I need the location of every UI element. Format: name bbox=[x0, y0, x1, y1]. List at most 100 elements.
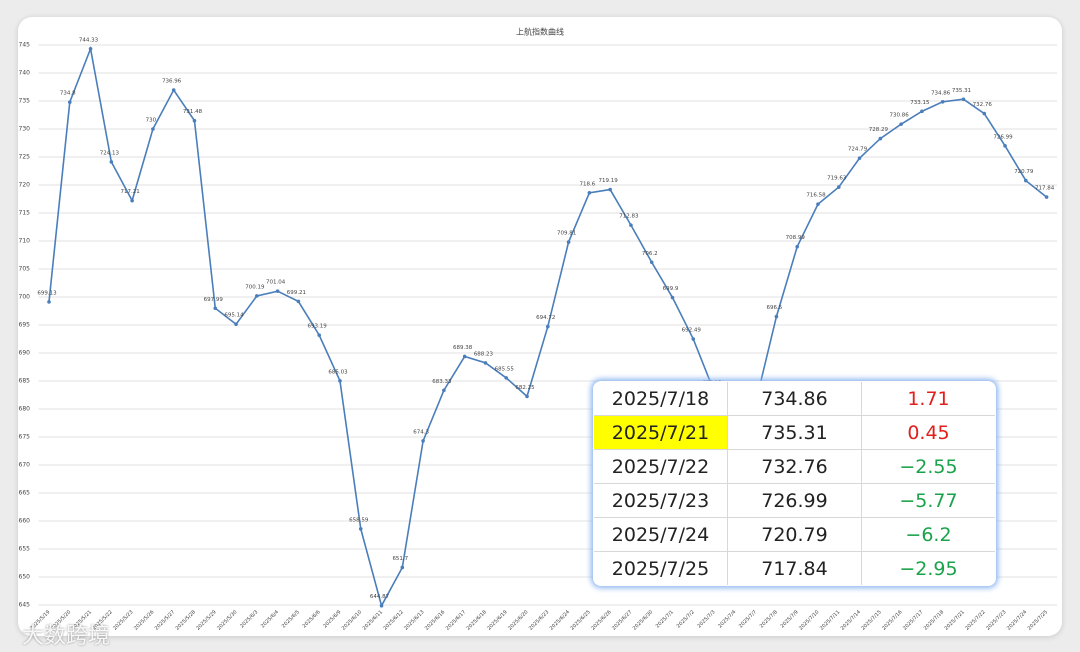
x-tick-label: 2025/7/15 bbox=[860, 609, 882, 631]
point bbox=[192, 118, 197, 123]
table-row: 2025/7/24 720.79 −6.2 bbox=[594, 517, 995, 552]
table-cell: 1.71 bbox=[861, 382, 995, 416]
y-tick-label: 735 bbox=[19, 98, 31, 105]
x-tick-label: 2025/6/19 bbox=[486, 609, 508, 631]
point bbox=[878, 136, 883, 141]
table-row: 2025/7/21 735.31 0.45 bbox=[594, 415, 995, 450]
point bbox=[982, 111, 987, 116]
data-label: 706.2 bbox=[642, 251, 658, 257]
table-cell: 720.79 bbox=[727, 517, 862, 552]
x-tick-label: 2025/7/22 bbox=[964, 609, 986, 631]
y-tick-label: 710 bbox=[19, 238, 31, 245]
data-label: 730.86 bbox=[889, 113, 909, 119]
y-tick-label: 690 bbox=[19, 350, 31, 357]
data-label: 724.79 bbox=[848, 147, 868, 153]
data-label: 694.72 bbox=[536, 315, 555, 321]
table-cell: −5.77 bbox=[861, 483, 995, 518]
x-tick-label: 2025/7/4 bbox=[717, 609, 737, 629]
y-tick-label: 670 bbox=[19, 462, 31, 469]
x-tick-label: 2025/5/23 bbox=[112, 609, 134, 631]
data-label: 651.7 bbox=[392, 556, 408, 562]
x-tick-label: 2025/6/13 bbox=[403, 609, 425, 631]
table-cell: −2.55 bbox=[861, 449, 995, 484]
point bbox=[836, 185, 841, 189]
x-tick-label: 2025/6/10 bbox=[341, 609, 363, 631]
table-cell: −6.2 bbox=[861, 517, 995, 552]
x-tick-label: 2025/6/27 bbox=[611, 609, 633, 631]
data-label: 689.38 bbox=[453, 345, 473, 351]
y-tick-label: 700 bbox=[19, 294, 31, 301]
data-label: 693.19 bbox=[308, 324, 328, 330]
data-label: 717.21 bbox=[121, 189, 140, 195]
x-tick-label: 2025/5/26 bbox=[133, 609, 155, 631]
table-cell: 732.76 bbox=[727, 449, 862, 484]
table-cell: 735.31 bbox=[727, 415, 862, 450]
data-label: 718.6 bbox=[579, 181, 595, 187]
x-tick-label: 2025/6/18 bbox=[466, 609, 488, 631]
point bbox=[629, 223, 633, 227]
point bbox=[857, 156, 862, 160]
y-tick-label: 730 bbox=[19, 126, 31, 133]
data-label: 674.3 bbox=[413, 429, 429, 435]
data-label: 699.13 bbox=[37, 290, 57, 296]
point bbox=[1024, 178, 1028, 183]
data-label: 682.25 bbox=[515, 385, 535, 391]
y-tick-label: 685 bbox=[19, 378, 31, 385]
x-tick-label: 2025/6/9 bbox=[322, 609, 342, 629]
y-tick-label: 680 bbox=[19, 406, 31, 413]
x-tick-label: 2025/7/9 bbox=[780, 609, 800, 629]
x-tick-label: 2025/7/2 bbox=[676, 609, 696, 629]
data-label: 685.55 bbox=[495, 366, 515, 372]
x-tick-label: 2025/5/30 bbox=[216, 609, 238, 631]
data-label: 730 bbox=[146, 118, 157, 124]
point bbox=[899, 122, 903, 126]
point bbox=[566, 240, 571, 244]
data-label: 701.04 bbox=[266, 280, 286, 286]
y-tick-label: 725 bbox=[19, 154, 31, 161]
data-label: 695.14 bbox=[224, 313, 244, 319]
table-cell: 2025/7/24 bbox=[594, 517, 728, 552]
table-cell: −2.95 bbox=[861, 551, 995, 585]
data-label: 728.29 bbox=[869, 127, 889, 133]
data-label: 734.86 bbox=[931, 90, 951, 96]
point bbox=[546, 324, 550, 329]
point bbox=[525, 394, 529, 399]
x-tick-label: 2025/7/18 bbox=[923, 609, 945, 631]
point bbox=[338, 379, 342, 383]
data-label: 719.19 bbox=[599, 178, 619, 184]
x-tick-label: 2025/7/21 bbox=[944, 609, 966, 631]
table-cell: 2025/7/25 bbox=[594, 551, 728, 585]
x-tick-label: 2025/7/24 bbox=[1006, 609, 1028, 631]
table-cell: 2025/7/21 bbox=[594, 415, 728, 450]
table-cell: 2025/7/23 bbox=[594, 483, 728, 518]
point bbox=[275, 289, 280, 293]
data-label: 744.33 bbox=[79, 37, 99, 43]
x-tick-label: 2025/5/28 bbox=[175, 609, 197, 631]
data-label: 733.15 bbox=[910, 100, 930, 106]
data-label: 699.9 bbox=[663, 286, 679, 292]
data-label: 697.99 bbox=[204, 297, 224, 303]
point bbox=[151, 127, 155, 131]
chart-title: 上航指数曲线 bbox=[516, 27, 564, 37]
y-tick-label: 655 bbox=[19, 546, 31, 553]
point bbox=[88, 46, 93, 51]
point bbox=[1003, 144, 1007, 148]
point bbox=[587, 191, 592, 195]
point bbox=[504, 376, 509, 380]
x-tick-label: 2025/7/25 bbox=[1027, 609, 1049, 631]
point bbox=[816, 202, 820, 206]
point bbox=[961, 97, 966, 102]
point bbox=[670, 295, 675, 300]
x-tick-label: 2025/7/16 bbox=[881, 609, 903, 631]
x-tick-label: 2025/7/8 bbox=[759, 609, 779, 629]
point bbox=[400, 565, 405, 570]
data-label: 717.84 bbox=[1035, 186, 1055, 192]
point bbox=[130, 198, 134, 203]
x-tick-label: 2025/7/3 bbox=[696, 609, 716, 629]
data-label: 699.21 bbox=[287, 290, 306, 296]
x-tick-label: 2025/6/24 bbox=[549, 609, 571, 631]
data-label: 685.03 bbox=[328, 369, 348, 375]
x-tick-label: 2025/6/4 bbox=[260, 609, 280, 629]
data-label: 720.79 bbox=[1014, 169, 1034, 175]
table-cell: 726.99 bbox=[727, 483, 862, 518]
